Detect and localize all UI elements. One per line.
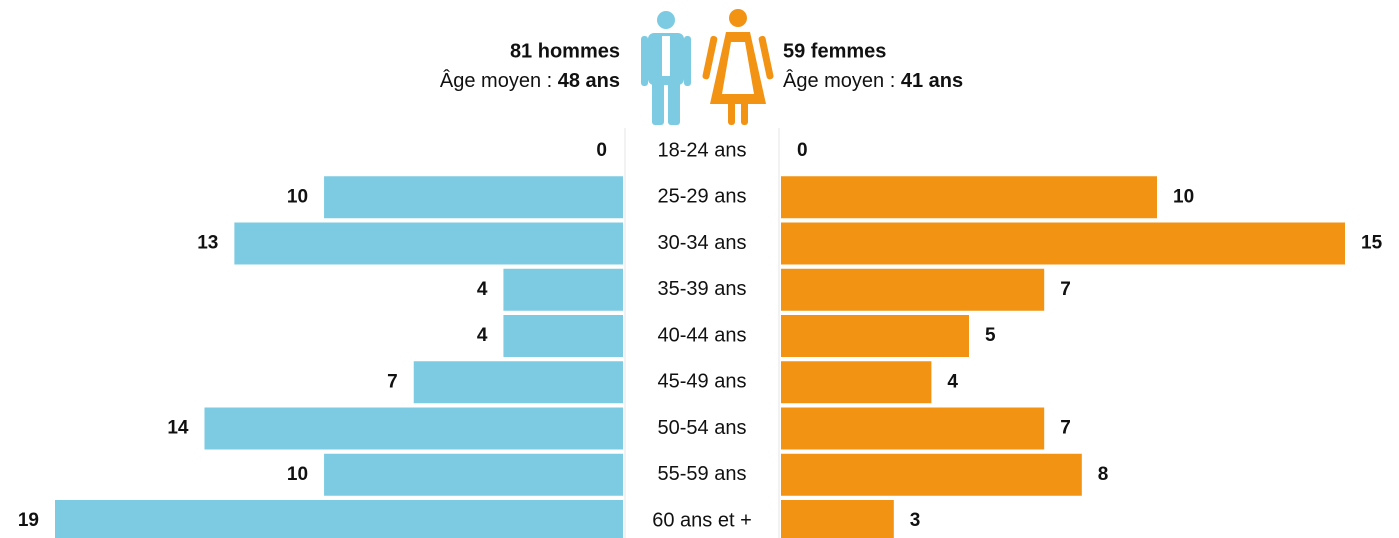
bar <box>324 176 623 219</box>
value-label: 0 <box>797 140 808 161</box>
bar <box>781 315 969 357</box>
value-label: 13 <box>197 233 218 254</box>
bar <box>503 315 623 357</box>
bar <box>781 176 1157 219</box>
bar <box>324 453 623 496</box>
category-label: 35-39 ans <box>658 278 747 300</box>
bar <box>503 268 623 311</box>
category-label: 30-34 ans <box>658 232 747 254</box>
category-label: 55-59 ans <box>658 463 747 485</box>
bar <box>781 453 1082 496</box>
bar <box>781 222 1345 265</box>
average-age-label: Âge moyen : <box>783 69 901 92</box>
bar <box>55 500 623 538</box>
average-age-value: 41 ans <box>901 70 963 92</box>
value-label: 15 <box>1361 233 1383 254</box>
value-label: 5 <box>985 325 996 346</box>
value-label: 7 <box>1060 279 1071 300</box>
legend-name: 59 femmes <box>783 40 886 62</box>
value-label: 4 <box>947 371 958 392</box>
bar <box>781 407 1045 450</box>
value-label: 10 <box>1173 186 1194 207</box>
average-age: Âge moyen : 48 ans <box>440 69 620 92</box>
bar <box>781 500 894 538</box>
bar <box>234 222 624 265</box>
average-age-label: Âge moyen : <box>440 69 558 92</box>
bar <box>413 361 623 404</box>
value-label: 14 <box>167 418 189 439</box>
value-label: 4 <box>477 325 488 346</box>
category-label: 60 ans et + <box>652 509 752 531</box>
bar <box>781 361 932 404</box>
category-label: 18-24 ans <box>658 139 747 161</box>
value-label: 4 <box>477 279 488 300</box>
bar <box>781 268 1045 311</box>
category-label: 25-29 ans <box>658 186 747 208</box>
category-label: 45-49 ans <box>658 371 747 393</box>
average-age-value: 48 ans <box>558 70 620 92</box>
value-label: 7 <box>387 371 398 392</box>
average-age: Âge moyen : 41 ans <box>783 69 963 92</box>
value-label: 10 <box>287 464 308 485</box>
category-label: 50-54 ans <box>658 417 747 439</box>
bar <box>204 407 623 450</box>
value-label: 10 <box>287 186 308 207</box>
man-icon <box>641 11 691 125</box>
value-label: 3 <box>910 510 921 531</box>
legend-name: 81 hommes <box>510 40 620 62</box>
category-label: 40-44 ans <box>658 324 747 346</box>
value-label: 7 <box>1060 418 1071 439</box>
woman-icon <box>702 9 774 125</box>
value-label: 0 <box>596 140 607 161</box>
value-label: 8 <box>1098 464 1109 485</box>
value-label: 19 <box>18 510 39 531</box>
